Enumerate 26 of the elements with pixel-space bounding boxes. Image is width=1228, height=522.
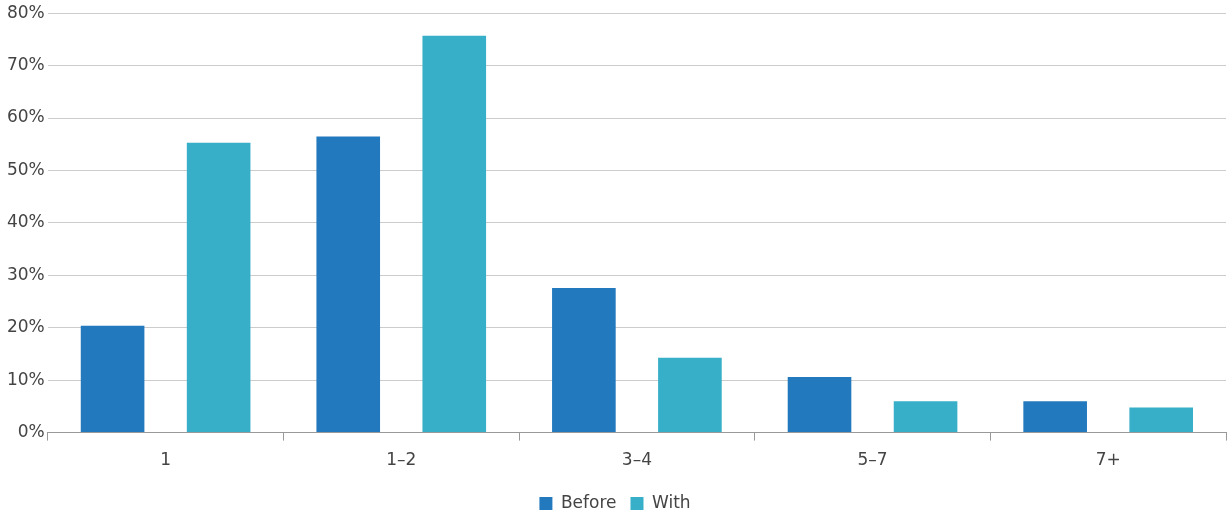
y-tick-label: 50%	[6, 158, 45, 179]
bar	[1023, 401, 1087, 433]
y-tick-label: 20%	[6, 316, 45, 337]
y-tick-label: 70%	[6, 54, 45, 75]
y-tick-label: 10%	[6, 368, 45, 389]
bar	[316, 136, 381, 433]
bar	[787, 377, 852, 433]
x-tick-label: 1	[160, 449, 172, 470]
y-tick-label: 30%	[6, 263, 45, 284]
x-tick-label: 5–7	[857, 449, 888, 470]
y-tick-label: 60%	[6, 106, 45, 127]
legend-label: With	[651, 491, 691, 512]
legend-label: Before	[560, 491, 617, 512]
bar	[658, 357, 722, 433]
x-tick-label: 1–2	[386, 449, 417, 470]
y-tick-label: 0%	[17, 421, 45, 442]
y-tick-label: 40%	[6, 211, 45, 232]
bar	[186, 142, 251, 433]
bar	[893, 401, 958, 433]
x-tick-label: 3–4	[621, 449, 652, 470]
bar	[80, 325, 145, 433]
y-tick-label: 80%	[6, 1, 45, 22]
bar	[422, 35, 487, 433]
x-tick-label: 7+	[1095, 449, 1121, 470]
bar	[552, 287, 616, 433]
bar	[1129, 407, 1194, 433]
